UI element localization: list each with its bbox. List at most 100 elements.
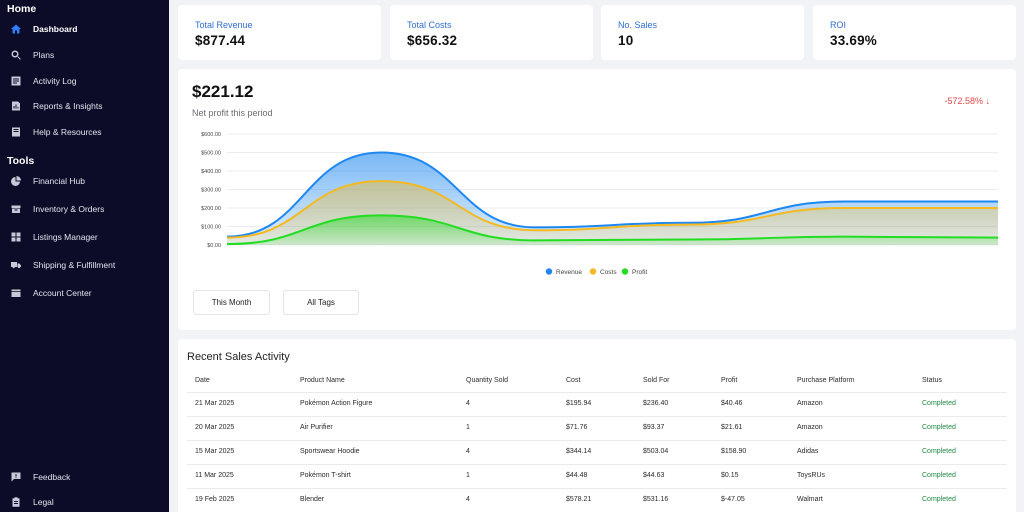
stat-value: 10 xyxy=(618,33,634,48)
revenue-legend-label: Revenue xyxy=(556,269,582,276)
table-cell: $503.04 xyxy=(643,448,669,455)
sidebar-item-label: Help & Resources xyxy=(33,127,102,137)
table-cell: $93.37 xyxy=(643,424,665,431)
table-cell: Blender xyxy=(300,496,325,503)
sidebar-item-activity-log[interactable]: Activity Log xyxy=(0,70,169,92)
wallet-icon xyxy=(10,288,21,299)
table-header-cell: Profit xyxy=(721,377,738,384)
y-tick-label: $300.00 xyxy=(201,188,221,194)
table-cell: $71.76 xyxy=(566,424,588,431)
table-cell: 15 Mar 2025 xyxy=(195,448,235,455)
table-cell: $0.15 xyxy=(721,472,739,479)
sidebar-item-listings[interactable]: Listings Manager xyxy=(0,226,169,248)
stat-value: $656.32 xyxy=(407,33,458,48)
sidebar-item-label: Feedback xyxy=(33,472,71,482)
table-cell: Sportswear Hoodie xyxy=(300,448,360,455)
sidebar-item-label: Legal xyxy=(33,497,54,507)
table-row-divider xyxy=(187,392,1007,393)
table-cell: Walmart xyxy=(797,496,823,503)
sidebar-item-label: Activity Log xyxy=(33,76,77,86)
search-icon xyxy=(10,50,21,61)
table-cell: 11 Mar 2025 xyxy=(195,472,234,479)
stat-label: Total Revenue xyxy=(195,20,253,30)
profit-legend-label: Profit xyxy=(632,269,647,276)
sidebar: Home Dashboard Plans Activity Log Report… xyxy=(0,0,169,512)
stat-label: No. Sales xyxy=(618,20,658,30)
table-cell: $578.21 xyxy=(566,496,592,503)
sidebar-item-help[interactable]: Help & Resources xyxy=(0,121,169,143)
table-cell: Air Purifier xyxy=(300,424,333,431)
table-header-cell: Sold For xyxy=(643,377,670,384)
table-cell: Pokémon T-shirt xyxy=(300,472,351,479)
clipboard-icon xyxy=(10,497,21,508)
profit-legend-marker xyxy=(621,268,629,275)
recent-sales-card: Recent Sales Activity Date Product Name Qu… xyxy=(178,339,1016,512)
stat-card-roi: ROI 33.69% xyxy=(813,5,1016,60)
table-cell: $344.14 xyxy=(566,448,592,455)
sidebar-item-plans[interactable]: Plans xyxy=(0,44,169,66)
table-header-cell: Date xyxy=(195,377,210,384)
report-icon xyxy=(10,101,21,112)
sidebar-item-reports[interactable]: Reports & Insights xyxy=(0,95,169,117)
sidebar-item-shipping[interactable]: Shipping & Fulfillment xyxy=(0,254,169,276)
status-badge: Completed xyxy=(922,496,956,503)
table-cell: $21.61 xyxy=(721,424,743,431)
period-filter-button[interactable]: This Month xyxy=(193,290,270,315)
table-row-divider xyxy=(187,416,1007,417)
table-cell: 1 xyxy=(466,424,470,431)
table-cell: 21 Mar 2025 xyxy=(195,400,235,407)
log-icon xyxy=(10,76,21,87)
sidebar-item-account[interactable]: Account Center xyxy=(0,282,169,304)
sidebar-item-label: Financial Hub xyxy=(33,176,85,186)
profit-area-chart: $0.00 $100.00 $200.00 $300.00 $400.00 $500.00… xyxy=(201,132,999,276)
sidebar-item-inventory[interactable]: Inventory & Orders xyxy=(0,198,169,220)
sidebar-item-dashboard[interactable]: Dashboard xyxy=(0,18,169,40)
tags-filter-button[interactable]: All Tags xyxy=(283,290,359,315)
table-cell: 20 Mar 2025 xyxy=(195,424,235,431)
table-header-cell: Quantity Sold xyxy=(466,377,509,384)
revenue-line xyxy=(226,151,998,238)
table-row-divider xyxy=(187,440,1007,441)
costs-legend-label: Costs xyxy=(600,269,617,276)
sidebar-item-financial-hub[interactable]: Financial Hub xyxy=(0,170,169,192)
pie-chart-icon xyxy=(10,176,21,187)
sidebar-item-feedback[interactable]: Feedback xyxy=(0,466,169,488)
status-badge: Completed xyxy=(922,400,956,407)
status-badge: Completed xyxy=(922,424,956,431)
table-cell: Adidas xyxy=(797,448,819,455)
table-cell: Pokémon Action Figure xyxy=(300,400,373,407)
table-cell: Amazon xyxy=(797,400,823,407)
table-cell: $236.40 xyxy=(643,400,669,407)
table-cell: $44.48 xyxy=(566,472,588,479)
sidebar-item-label: Reports & Insights xyxy=(33,101,103,111)
table-header-cell: Product Name xyxy=(300,377,345,384)
sidebar-item-label: Inventory & Orders xyxy=(33,204,105,214)
table-cell: Amazon xyxy=(797,424,823,431)
book-icon xyxy=(10,127,21,138)
home-icon xyxy=(10,24,21,35)
costs-line xyxy=(226,180,998,239)
table-cell: 19 Feb 2025 xyxy=(195,496,235,503)
sidebar-item-legal[interactable]: Legal xyxy=(0,491,169,512)
table-cell: $-47.05 xyxy=(721,496,745,503)
profit-change-indicator: -572.58% ↓ xyxy=(944,96,990,106)
sidebar-item-label: Shipping & Fulfillment xyxy=(33,260,116,270)
stat-card-total-costs: Total Costs $656.32 xyxy=(390,5,593,60)
sidebar-item-label: Plans xyxy=(33,50,55,60)
y-tick-label: $600.00 xyxy=(201,132,221,138)
costs-legend-marker xyxy=(589,268,597,275)
recent-sales-title: Recent Sales Activity xyxy=(187,351,290,363)
table-cell: 4 xyxy=(466,400,470,407)
net-profit-amount: $221.12 xyxy=(192,82,254,101)
table-cell: $195.94 xyxy=(566,400,592,407)
inventory-icon xyxy=(10,204,21,215)
table-header-cell: Purchase Platform xyxy=(797,377,855,384)
tools-section-title: Tools xyxy=(7,155,35,167)
stat-value: $877.44 xyxy=(195,33,246,48)
stat-label: ROI xyxy=(830,20,847,30)
net-profit-subtitle: Net profit this period xyxy=(192,108,273,118)
profit-line xyxy=(226,214,999,246)
status-badge: Completed xyxy=(922,448,956,455)
grid-icon xyxy=(10,232,21,243)
stat-label: Total Costs xyxy=(407,20,452,30)
